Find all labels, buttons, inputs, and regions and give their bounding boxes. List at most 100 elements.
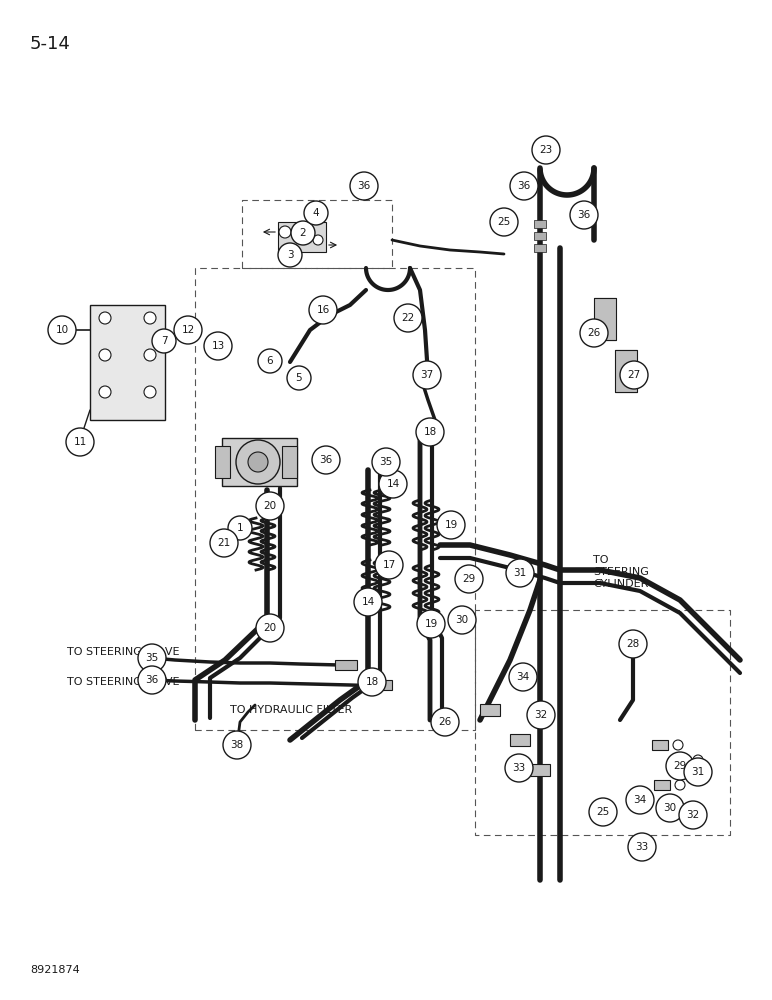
Circle shape <box>675 780 685 790</box>
Text: 26: 26 <box>587 328 601 338</box>
Circle shape <box>144 386 156 398</box>
Text: 37: 37 <box>421 370 434 380</box>
Text: TO
STEERING
CYLINDER: TO STEERING CYLINDER <box>593 555 649 589</box>
Circle shape <box>413 361 441 389</box>
Circle shape <box>620 361 648 389</box>
Text: 33: 33 <box>635 842 648 852</box>
Circle shape <box>379 470 407 498</box>
Text: 35: 35 <box>379 457 393 467</box>
Text: 17: 17 <box>382 560 395 570</box>
Circle shape <box>673 740 683 750</box>
FancyBboxPatch shape <box>90 305 165 420</box>
Circle shape <box>350 172 378 200</box>
Text: 14: 14 <box>386 479 400 489</box>
Text: 34: 34 <box>633 795 647 805</box>
Circle shape <box>291 221 315 245</box>
Circle shape <box>589 798 617 826</box>
Circle shape <box>152 329 176 353</box>
Circle shape <box>313 235 323 245</box>
Circle shape <box>279 226 291 238</box>
Text: 30: 30 <box>455 615 469 625</box>
Text: 1: 1 <box>237 523 243 533</box>
FancyBboxPatch shape <box>335 660 357 670</box>
Text: 11: 11 <box>73 437 86 447</box>
Text: 32: 32 <box>686 810 699 820</box>
Circle shape <box>99 312 111 324</box>
Circle shape <box>509 663 537 691</box>
FancyBboxPatch shape <box>222 438 297 486</box>
FancyBboxPatch shape <box>282 446 297 478</box>
FancyBboxPatch shape <box>534 244 546 252</box>
Text: 31: 31 <box>513 568 527 578</box>
Circle shape <box>506 559 534 587</box>
FancyBboxPatch shape <box>654 780 670 790</box>
Circle shape <box>144 349 156 361</box>
Text: 29: 29 <box>462 574 476 584</box>
Text: 36: 36 <box>320 455 333 465</box>
Text: 21: 21 <box>218 538 231 548</box>
Circle shape <box>448 606 476 634</box>
Circle shape <box>431 708 459 736</box>
Circle shape <box>375 551 403 579</box>
Circle shape <box>228 516 252 540</box>
Text: 19: 19 <box>425 619 438 629</box>
Circle shape <box>256 614 284 642</box>
Circle shape <box>358 668 386 696</box>
Text: 19: 19 <box>445 520 458 530</box>
FancyBboxPatch shape <box>534 220 546 228</box>
Circle shape <box>455 565 483 593</box>
Text: 32: 32 <box>534 710 547 720</box>
Circle shape <box>48 316 76 344</box>
Text: TO HYDRAULIC FILTER: TO HYDRAULIC FILTER <box>230 705 352 715</box>
Circle shape <box>287 366 311 390</box>
Circle shape <box>693 755 703 765</box>
Text: 3: 3 <box>286 250 293 260</box>
Text: 26: 26 <box>438 717 452 727</box>
FancyBboxPatch shape <box>594 298 616 340</box>
Text: 7: 7 <box>161 336 168 346</box>
Text: 18: 18 <box>423 427 437 437</box>
FancyBboxPatch shape <box>615 350 637 392</box>
Text: 31: 31 <box>692 767 705 777</box>
Circle shape <box>138 644 166 672</box>
Text: 14: 14 <box>361 597 374 607</box>
Text: 5-14: 5-14 <box>30 35 71 53</box>
Circle shape <box>684 758 712 786</box>
Circle shape <box>656 794 684 822</box>
Text: TO STEERING VALVE: TO STEERING VALVE <box>67 677 180 687</box>
Circle shape <box>628 833 656 861</box>
Circle shape <box>99 386 111 398</box>
Text: 28: 28 <box>626 639 640 649</box>
FancyBboxPatch shape <box>278 222 326 252</box>
Circle shape <box>570 201 598 229</box>
Circle shape <box>417 610 445 638</box>
Text: 23: 23 <box>540 145 553 155</box>
Circle shape <box>138 666 166 694</box>
Text: 36: 36 <box>577 210 591 220</box>
Text: 4: 4 <box>313 208 320 218</box>
Text: 35: 35 <box>145 653 158 663</box>
Circle shape <box>510 172 538 200</box>
Circle shape <box>75 435 85 445</box>
Circle shape <box>144 312 156 324</box>
Circle shape <box>626 786 654 814</box>
FancyBboxPatch shape <box>480 704 500 716</box>
Text: 10: 10 <box>56 325 69 335</box>
Circle shape <box>490 208 518 236</box>
Text: 36: 36 <box>357 181 371 191</box>
Text: 6: 6 <box>266 356 273 366</box>
Text: 22: 22 <box>401 313 415 323</box>
Circle shape <box>437 511 465 539</box>
Circle shape <box>354 588 382 616</box>
Circle shape <box>304 201 328 225</box>
Circle shape <box>99 349 111 361</box>
FancyBboxPatch shape <box>534 232 546 240</box>
Text: 38: 38 <box>230 740 244 750</box>
Circle shape <box>416 418 444 446</box>
Circle shape <box>580 319 608 347</box>
Text: 25: 25 <box>597 807 610 817</box>
Circle shape <box>309 296 337 324</box>
Text: 34: 34 <box>516 672 530 682</box>
Circle shape <box>312 446 340 474</box>
Text: 29: 29 <box>673 761 686 771</box>
